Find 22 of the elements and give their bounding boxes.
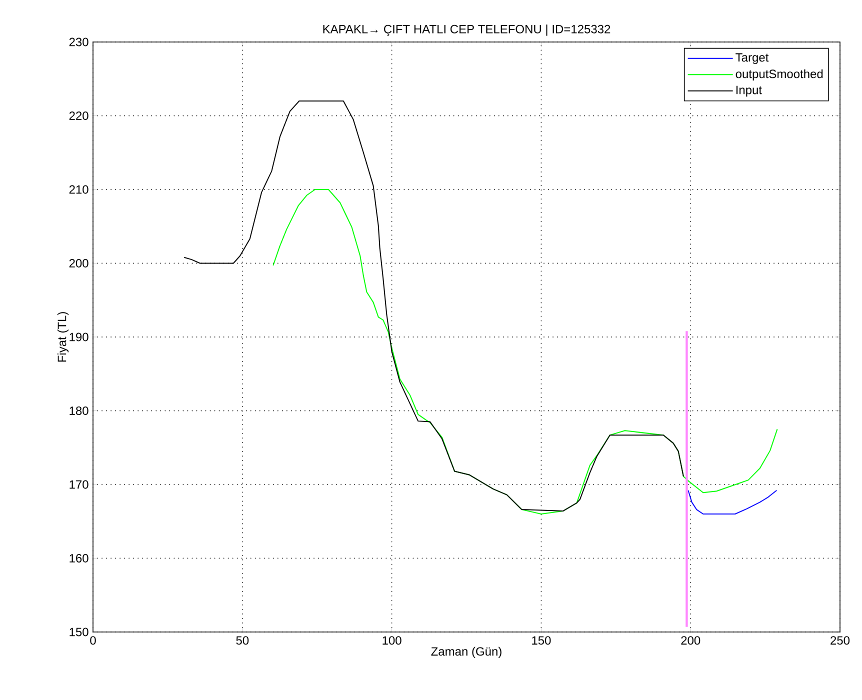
- x-tick-label: 200: [681, 636, 700, 645]
- y-tick-label: 230: [69, 38, 88, 46]
- y-axis-title: Fiyat (TL): [57, 312, 69, 362]
- x-tick-label: 0: [90, 636, 96, 645]
- legend-label: Input: [736, 86, 762, 97]
- x-tick-label: 50: [236, 636, 249, 645]
- legend-label: outputSmoothed: [736, 69, 823, 81]
- x-axis-title: Zaman (Gün): [431, 646, 502, 658]
- y-tick-label: 160: [70, 554, 88, 562]
- y-tick-label: 220: [69, 112, 88, 120]
- x-tick-label: 250: [830, 636, 850, 645]
- legend-label: Target: [736, 53, 769, 64]
- y-tick-label: 190: [70, 332, 88, 342]
- y-tick-label: 200: [69, 258, 88, 268]
- x-tick-label: 100: [382, 636, 402, 645]
- y-tick-label: 170: [70, 480, 88, 489]
- chart-title: KAPAKL→ ÇIFT HATLI CEP TELEFONU | ID=125332: [323, 24, 610, 36]
- y-tick-label: 210: [69, 185, 88, 194]
- y-tick-label: 180: [70, 406, 88, 415]
- line-series: [184, 100, 684, 512]
- x-tick-label: 150: [532, 636, 551, 645]
- y-tick-label: 150: [70, 628, 88, 636]
